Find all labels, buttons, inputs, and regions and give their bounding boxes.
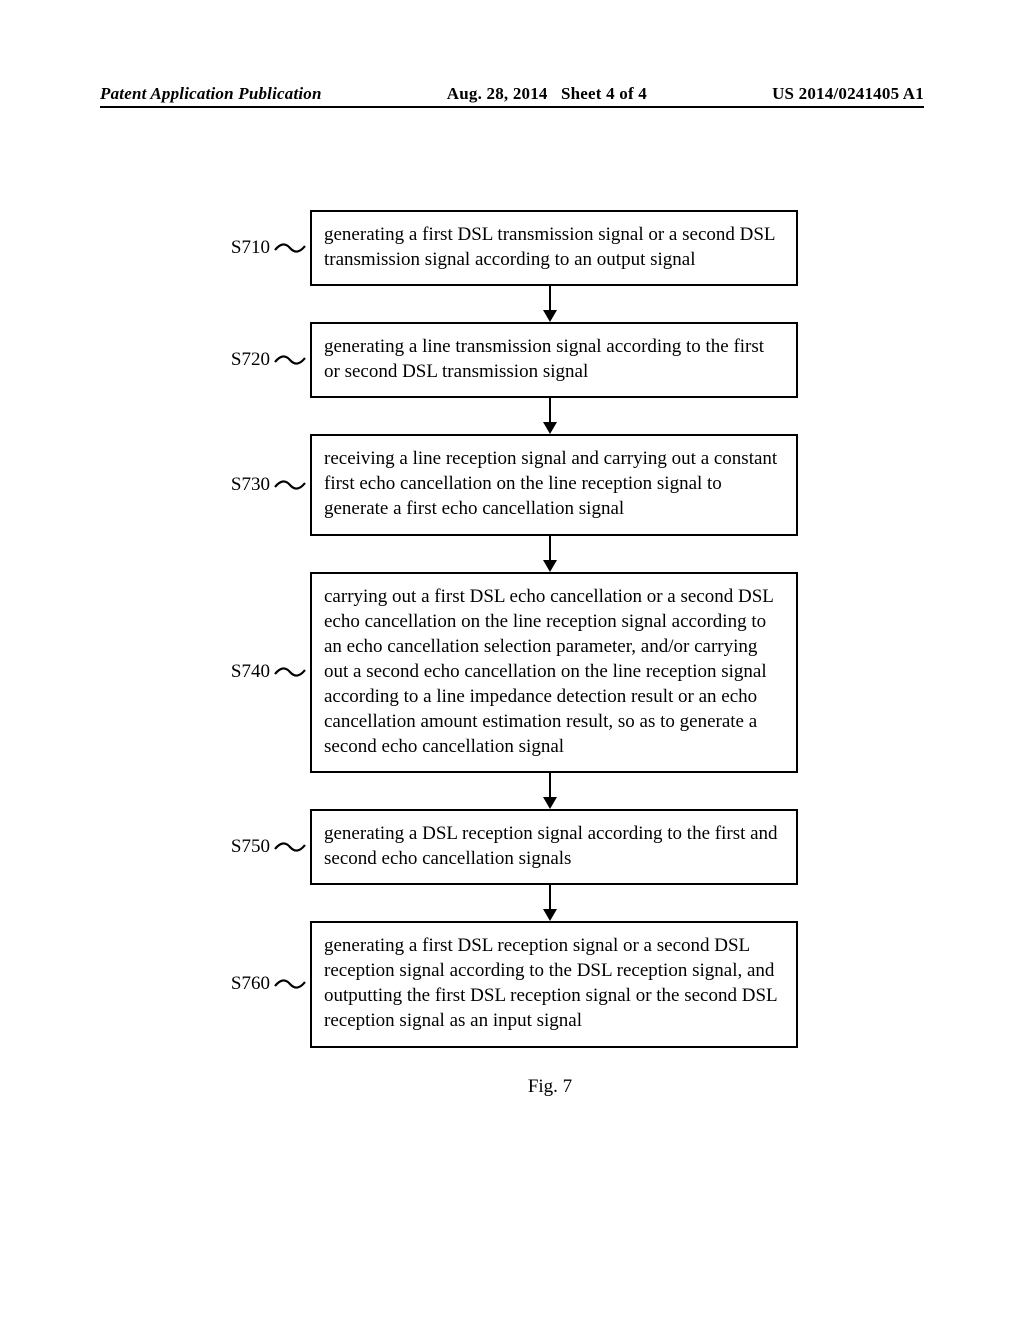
step-box: generating a first DSL transmission sign… xyxy=(310,210,798,286)
header-sheet: Sheet 4 of 4 xyxy=(561,84,647,103)
step-label: S760 xyxy=(200,973,270,995)
step-label: S750 xyxy=(200,836,270,858)
connector-icon xyxy=(270,477,310,493)
connector-icon xyxy=(270,976,310,992)
connector-icon xyxy=(270,839,310,855)
step-box: generating a DSL reception signal accord… xyxy=(310,809,798,885)
arrow-down-icon xyxy=(320,773,780,809)
flow-step: S740 carrying out a first DSL echo cance… xyxy=(200,572,810,774)
header-date: Aug. 28, 2014 xyxy=(447,84,548,103)
arrow-down-icon xyxy=(320,536,780,572)
header-pubno: US 2014/0241405 A1 xyxy=(772,84,924,104)
page-header: Patent Application Publication Aug. 28, … xyxy=(100,84,924,104)
arrow-down-icon xyxy=(320,398,780,434)
arrow-down-icon xyxy=(320,885,780,921)
flow-step: S750 generating a DSL reception signal a… xyxy=(200,809,810,885)
header-left: Patent Application Publication xyxy=(100,84,322,104)
step-label: S740 xyxy=(200,661,270,683)
connector-icon xyxy=(270,664,310,680)
step-box: carrying out a first DSL echo cancellati… xyxy=(310,572,798,774)
flow-step: S720 generating a line transmission sign… xyxy=(200,322,810,398)
flowchart: S710 generating a first DSL transmission… xyxy=(200,210,810,1098)
figure-caption: Fig. 7 xyxy=(320,1076,780,1098)
flow-step: S730 receiving a line reception signal a… xyxy=(200,434,810,535)
step-box: receiving a line reception signal and ca… xyxy=(310,434,798,535)
step-label: S710 xyxy=(200,237,270,259)
header-mid: Aug. 28, 2014 Sheet 4 of 4 xyxy=(447,84,647,104)
header-rule xyxy=(100,106,924,108)
step-label: S730 xyxy=(200,474,270,496)
step-box: generating a line transmission signal ac… xyxy=(310,322,798,398)
arrow-down-icon xyxy=(320,286,780,322)
connector-icon xyxy=(270,352,310,368)
connector-icon xyxy=(270,240,310,256)
flow-step: S710 generating a first DSL transmission… xyxy=(200,210,810,286)
step-box: generating a first DSL reception signal … xyxy=(310,921,798,1047)
flow-step: S760 generating a first DSL reception si… xyxy=(200,921,810,1047)
step-label: S720 xyxy=(200,349,270,371)
